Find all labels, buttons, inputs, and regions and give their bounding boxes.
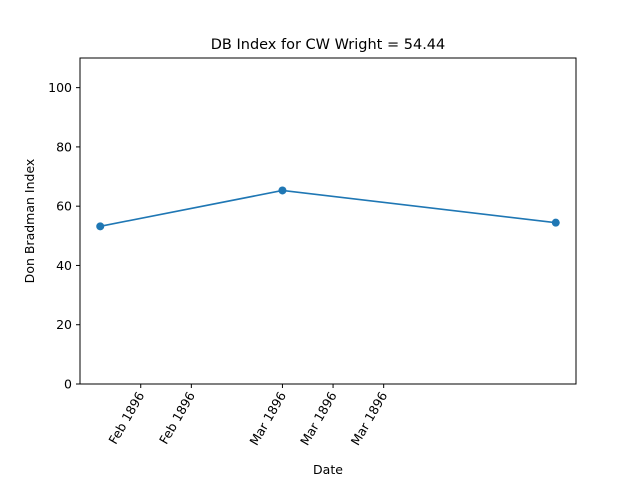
y-tick-label: 100 <box>48 80 72 95</box>
chart-title: DB Index for CW Wright = 54.44 <box>211 37 446 53</box>
y-tick-label: 80 <box>56 139 72 154</box>
data-point <box>551 218 560 227</box>
y-tick-label: 20 <box>56 317 72 332</box>
y-tick-label: 60 <box>56 199 72 214</box>
axes-frame <box>79 57 577 385</box>
y-axis-label: Don Bradman Index <box>22 159 37 284</box>
data-point <box>278 186 287 195</box>
x-axis-label: Date <box>313 462 343 477</box>
y-tick-label: 40 <box>56 258 72 273</box>
data-point <box>96 222 105 231</box>
y-tick-label: 0 <box>64 377 72 392</box>
